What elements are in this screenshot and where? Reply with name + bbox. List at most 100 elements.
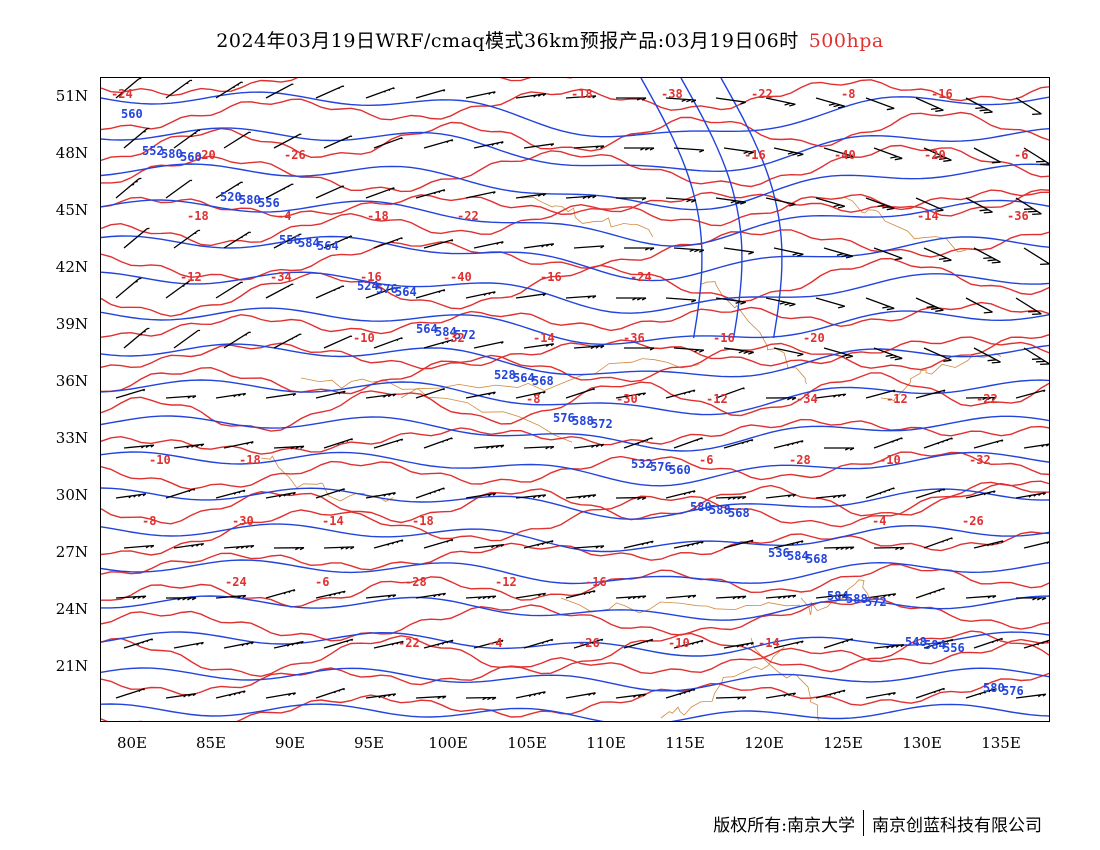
barb-feather bbox=[433, 192, 437, 195]
barb-staff bbox=[315, 185, 344, 199]
barb-staff bbox=[273, 333, 301, 349]
temperature-contour-label: -16 bbox=[585, 575, 607, 589]
barb-feather bbox=[542, 193, 547, 197]
barb-feather bbox=[842, 494, 847, 498]
wind-barb bbox=[573, 245, 605, 249]
barb-staff bbox=[165, 395, 196, 399]
wind-barb bbox=[624, 147, 655, 151]
barb-feather bbox=[233, 692, 237, 696]
barb-feather bbox=[338, 489, 341, 493]
barb-feather bbox=[797, 253, 804, 257]
barb-feather bbox=[592, 295, 597, 299]
barb-staff bbox=[565, 692, 596, 699]
height-contour bbox=[101, 127, 1049, 173]
barb-feather bbox=[651, 540, 654, 544]
wind-barb bbox=[415, 487, 445, 499]
wind-barb bbox=[915, 587, 945, 599]
barb-feather bbox=[542, 93, 547, 97]
wind-barb bbox=[873, 247, 903, 261]
barb-feather bbox=[1042, 492, 1047, 496]
wind-barb bbox=[473, 341, 504, 349]
barb-staff bbox=[123, 128, 148, 149]
wind-barb bbox=[1023, 247, 1049, 266]
temperature-contour-label: -8 bbox=[841, 87, 855, 101]
height-contour-label: 580 bbox=[239, 193, 261, 207]
barb-feather bbox=[588, 693, 592, 696]
height-contour-label: 588 bbox=[709, 503, 731, 517]
barb-staff bbox=[865, 97, 895, 109]
temperature-contour-label: -10 bbox=[879, 453, 901, 467]
barb-feather bbox=[486, 446, 490, 450]
barb-feather bbox=[946, 640, 949, 643]
barb-feather bbox=[292, 183, 294, 186]
barb-feather bbox=[492, 391, 496, 395]
barb-feather bbox=[387, 693, 392, 697]
barb-feather bbox=[393, 287, 395, 290]
wind-barb bbox=[365, 87, 395, 99]
barb-feather bbox=[451, 639, 454, 643]
wind-barb bbox=[523, 143, 555, 149]
temperature-contour-label: -12 bbox=[495, 575, 517, 589]
barb-feather bbox=[943, 159, 952, 162]
barb-staff bbox=[865, 297, 895, 309]
height-contour-label: 572 bbox=[865, 595, 887, 609]
barb-feather bbox=[797, 153, 804, 157]
barb-feather bbox=[1038, 493, 1042, 497]
wind-barb bbox=[1023, 347, 1049, 366]
barb-feather bbox=[295, 335, 298, 338]
barb-feather bbox=[934, 155, 943, 159]
barb-feather bbox=[401, 137, 403, 140]
temperature-contour-label: -36 bbox=[1007, 209, 1029, 223]
barb-feather bbox=[550, 243, 555, 247]
barb-feather bbox=[541, 244, 545, 248]
barb-staff bbox=[573, 545, 604, 549]
barb-feather bbox=[686, 544, 690, 547]
wind-barb bbox=[323, 638, 354, 649]
barb-feather bbox=[387, 594, 392, 598]
wind-barb bbox=[523, 243, 555, 249]
barb-feather bbox=[642, 693, 647, 697]
barb-staff bbox=[873, 147, 903, 159]
wind-barb bbox=[365, 187, 395, 199]
barb-feather bbox=[192, 693, 197, 697]
temperature-contour-label: -12 bbox=[180, 270, 202, 284]
barb-feather bbox=[926, 305, 935, 309]
barb-staff bbox=[765, 197, 796, 205]
barb-staff bbox=[223, 231, 250, 249]
temperature-contour bbox=[101, 672, 1049, 721]
wind-barb bbox=[923, 638, 954, 649]
wind-barb bbox=[815, 494, 847, 499]
wind-barb bbox=[123, 227, 150, 249]
wind-barb bbox=[215, 81, 243, 99]
barb-feather bbox=[196, 642, 200, 646]
wind-barb bbox=[465, 191, 496, 199]
wind-barb bbox=[323, 438, 354, 449]
barb-feather bbox=[150, 544, 155, 548]
barb-feather bbox=[283, 592, 287, 595]
lat-tick-label: 33N bbox=[55, 429, 88, 447]
wind-barb bbox=[616, 297, 647, 301]
barb-feather bbox=[241, 81, 243, 84]
barb-feather bbox=[338, 591, 341, 595]
barb-feather bbox=[637, 595, 642, 599]
barb-feather bbox=[737, 596, 742, 600]
barb-feather bbox=[132, 596, 137, 600]
wind-barb bbox=[715, 97, 746, 105]
barb-feather bbox=[243, 489, 246, 493]
barb-feather bbox=[801, 540, 804, 544]
barb-feather bbox=[782, 595, 787, 599]
barb-staff bbox=[773, 347, 804, 355]
barb-feather bbox=[937, 442, 940, 445]
barb-feather bbox=[384, 90, 386, 93]
barb-feather bbox=[350, 546, 355, 550]
height-contour-label: 556 bbox=[258, 196, 280, 210]
barb-feather bbox=[433, 490, 436, 493]
barb-feather bbox=[892, 593, 897, 597]
copyright-right: 南京创蓝科技有限公司 bbox=[872, 815, 1042, 836]
barb-feather bbox=[292, 692, 297, 696]
barb-staff bbox=[1023, 247, 1049, 265]
barb-feather bbox=[627, 596, 632, 600]
barb-feather bbox=[245, 233, 247, 236]
barb-feather bbox=[501, 639, 504, 643]
temperature-contour-label: -6 bbox=[699, 453, 713, 467]
